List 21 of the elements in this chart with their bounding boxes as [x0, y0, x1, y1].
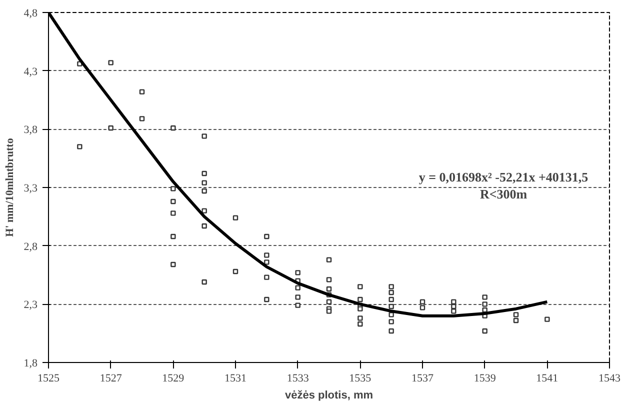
y-tick-label: 3,3: [24, 182, 38, 194]
x-tick-label: 1527: [100, 372, 122, 384]
y-tick-label: 2,8: [24, 240, 38, 253]
y-tick-label: 3,8: [24, 124, 38, 136]
y-tick-label: 1,8: [24, 358, 38, 370]
annotation: y = 0,01698x² -52,21x +40131,5: [418, 170, 589, 184]
x-tick-label: 1535: [349, 372, 372, 384]
y-axis-title: H' mm/10mlntbrutto: [4, 138, 16, 237]
x-tick-label: 1539: [474, 372, 496, 384]
y-tick-label: 4,8: [24, 8, 38, 20]
x-tick-label: 1531: [224, 372, 246, 384]
x-tick-label: 1541: [536, 372, 558, 384]
annotation: R<300m: [480, 186, 528, 202]
x-tick-label: 1543: [598, 372, 621, 384]
x-tick-label: 1525: [38, 372, 60, 384]
x-tick-label: 1537: [412, 372, 434, 384]
x-tick-label: 1529: [162, 372, 185, 384]
y-tick-label: 4,3: [24, 66, 38, 78]
x-axis-title: vėžės plotis, mm: [284, 390, 374, 402]
x-tick-label: 1533: [286, 372, 310, 384]
y-tick-label: 2,3: [24, 299, 38, 312]
